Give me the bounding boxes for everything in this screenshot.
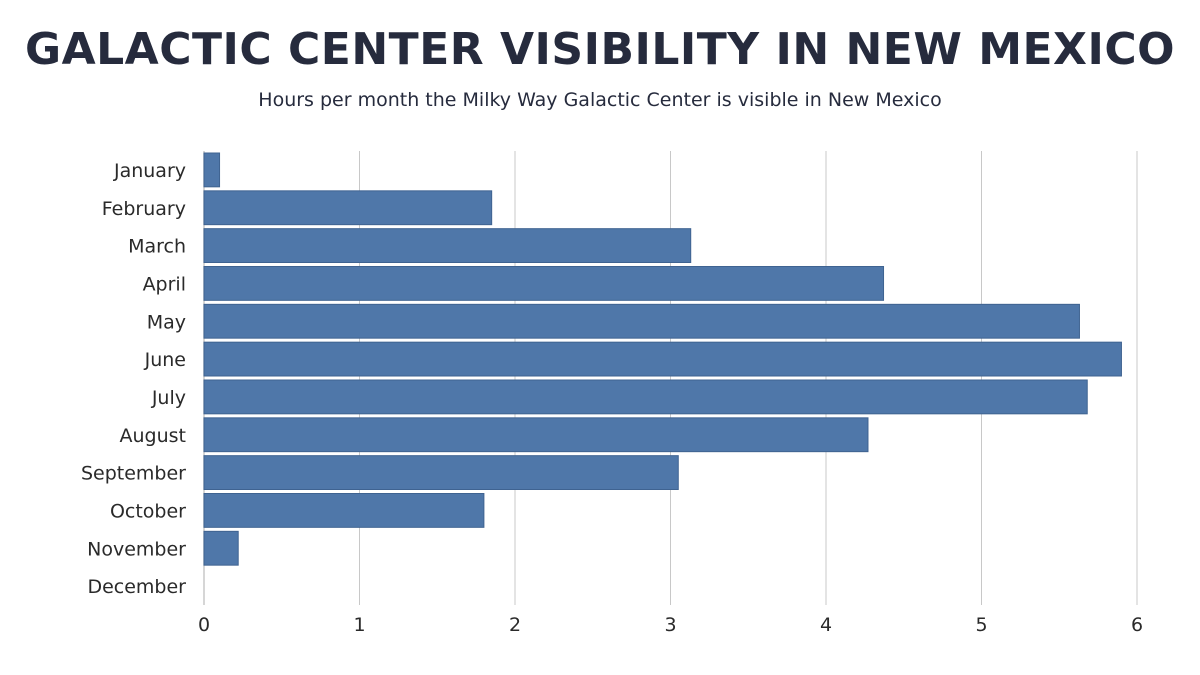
category-label-september: September <box>81 463 186 485</box>
category-label-october: October <box>110 500 186 522</box>
x-tick-label: 1 <box>353 614 365 636</box>
chart-subtitle: Hours per month the Milky Way Galactic C… <box>258 89 942 111</box>
category-label-february: February <box>102 198 186 220</box>
bar-june <box>203 341 1122 377</box>
x-tick-label: 2 <box>509 614 521 636</box>
category-label-july: July <box>151 387 186 409</box>
category-label-may: May <box>147 311 186 333</box>
x-tick-label: 0 <box>198 614 210 636</box>
gridlines <box>203 151 1138 605</box>
bar-february <box>203 190 493 226</box>
x-tick-label: 6 <box>1131 614 1143 636</box>
category-label-january: January <box>113 160 186 182</box>
bar-november <box>203 530 239 566</box>
category-label-august: August <box>120 425 187 447</box>
x-tick-label: 4 <box>820 614 832 636</box>
bar-january <box>203 152 221 188</box>
category-label-april: April <box>143 273 186 295</box>
bar-september <box>203 455 679 490</box>
category-label-december: December <box>87 576 186 598</box>
bar-april <box>203 266 885 301</box>
bars <box>203 152 1122 566</box>
x-tick-labels: 0 1 2 3 4 5 6 <box>198 614 1143 636</box>
bar-may <box>203 303 1080 339</box>
category-label-march: March <box>128 236 186 258</box>
category-label-june: June <box>144 349 186 371</box>
x-tick-label: 5 <box>975 614 987 636</box>
bar-july <box>203 379 1088 415</box>
category-labels: January February March April May June July Augu… <box>81 160 186 598</box>
bar-august <box>203 417 869 453</box>
chart-title: GALACTIC CENTER VISIBILITY IN NEW MEXICO <box>24 24 1176 75</box>
bar-october <box>203 493 485 528</box>
category-label-november: November <box>87 538 186 560</box>
bar-march <box>203 228 692 264</box>
x-tick-label: 3 <box>664 614 676 636</box>
